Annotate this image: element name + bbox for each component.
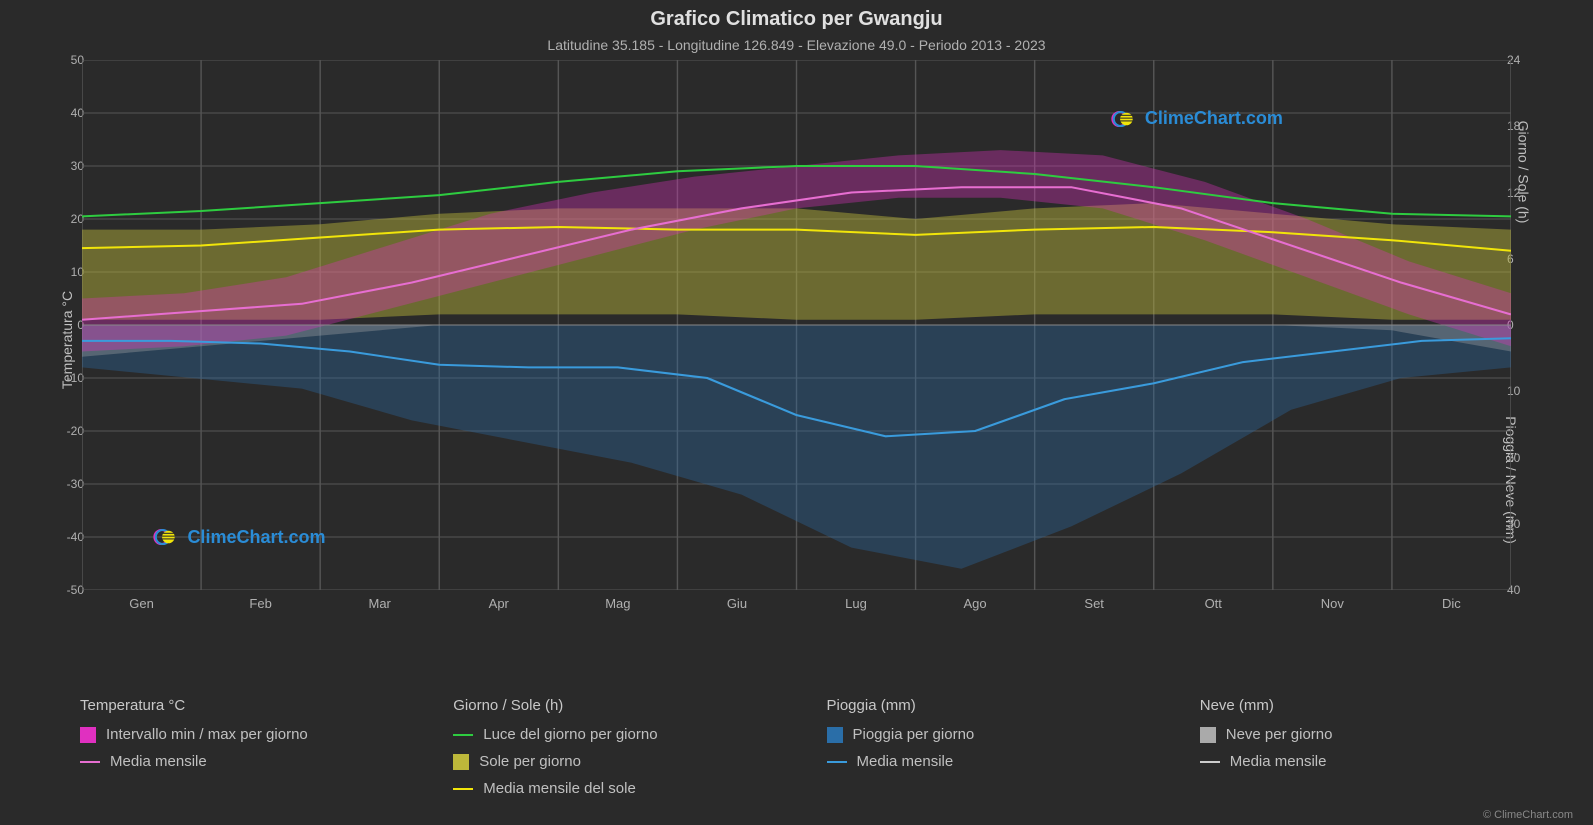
legend-label: Intervallo min / max per giorno [106,726,308,743]
month-label: Set [1035,596,1154,620]
legend-item: Media mensile del sole [453,780,786,797]
legend-item: Media mensile [1200,753,1533,770]
month-label: Ott [1154,596,1273,620]
y-right-tick: 0 [1507,318,1535,332]
legend-heading: Neve (mm) [1200,697,1533,714]
plot-svg-container: ClimeChart.com ClimeChart.com [82,60,1511,590]
legend: Temperatura °C Intervallo min / max per … [80,697,1533,807]
legend-item: Luce del giorno per giorno [453,726,786,743]
legend-swatch-line [453,788,473,790]
legend-item: Neve per giorno [1200,726,1533,743]
y-left-tick: -10 [60,371,84,385]
x-axis-months: GenFebMarAprMagGiuLugAgoSetOttNovDic [82,596,1511,620]
legend-swatch-line [1200,761,1220,763]
legend-swatch-line [827,761,847,763]
y-right-tick: 20 [1507,451,1535,465]
legend-swatch-box [80,727,96,743]
legend-heading: Giorno / Sole (h) [453,697,786,714]
legend-swatch-line [453,734,473,736]
month-label: Ago [916,596,1035,620]
month-label: Lug [796,596,915,620]
y-right-tick: 10 [1507,384,1535,398]
y-left-tick: -40 [60,530,84,544]
y-left-tick: 50 [60,53,84,67]
legend-swatch-box [453,754,469,770]
month-label: Gen [82,596,201,620]
legend-item: Pioggia per giorno [827,726,1160,743]
legend-label: Media mensile [110,753,207,770]
month-label: Feb [201,596,320,620]
y-left-tick: 10 [60,265,84,279]
y-right-tick: 30 [1507,517,1535,531]
month-label: Mag [558,596,677,620]
y-right-tick: 12 [1507,186,1535,200]
y-right-tick: 18 [1507,119,1535,133]
legend-swatch-box [827,727,843,743]
credit-text: © ClimeChart.com [1483,809,1573,821]
legend-col-snow: Neve (mm) Neve per giorno Media mensile [1200,697,1533,807]
legend-label: Luce del giorno per giorno [483,726,657,743]
y-right-tick: 40 [1507,583,1535,597]
climechart-watermark: ClimeChart.com [153,526,325,548]
legend-swatch-line [80,761,100,763]
chart-title: Grafico Climatico per Gwangju [0,0,1593,31]
y-right-tick: 24 [1507,53,1535,67]
legend-item: Media mensile [80,753,413,770]
legend-label: Sole per giorno [479,753,581,770]
climechart-watermark: ClimeChart.com [1111,108,1283,130]
month-label: Dic [1392,596,1511,620]
legend-label: Pioggia per giorno [853,726,975,743]
legend-col-temperature: Temperatura °C Intervallo min / max per … [80,697,413,807]
y-right-tick: 6 [1507,252,1535,266]
legend-label: Neve per giorno [1226,726,1333,743]
y-left-tick: -20 [60,424,84,438]
legend-item: Intervallo min / max per giorno [80,726,413,743]
climechart-logo-icon [1111,108,1139,130]
legend-label: Media mensile del sole [483,780,636,797]
y-left-tick: 0 [60,318,84,332]
month-label: Apr [439,596,558,620]
legend-item: Sole per giorno [453,753,786,770]
watermark-text: ClimeChart.com [1145,108,1283,129]
month-label: Giu [677,596,796,620]
y-left-tick: 30 [60,159,84,173]
y-left-tick: 40 [60,106,84,120]
legend-label: Media mensile [857,753,954,770]
watermark-text: ClimeChart.com [187,527,325,548]
climechart-logo-icon [153,526,181,548]
legend-item: Media mensile [827,753,1160,770]
chart-area: Temperatura °C Giorno / Sole (h) Pioggia… [40,60,1553,620]
legend-label: Media mensile [1230,753,1327,770]
y-left-tick: 20 [60,212,84,226]
y-right-axis-label-upper: Giorno / Sole (h) [1516,121,1532,224]
chart-subtitle: Latitudine 35.185 - Longitudine 126.849 … [0,31,1593,53]
month-label: Nov [1273,596,1392,620]
legend-heading: Temperatura °C [80,697,413,714]
legend-col-daylight: Giorno / Sole (h) Luce del giorno per gi… [453,697,786,807]
legend-col-rain: Pioggia (mm) Pioggia per giorno Media men… [827,697,1160,807]
month-label: Mar [320,596,439,620]
legend-heading: Pioggia (mm) [827,697,1160,714]
y-left-tick: -50 [60,583,84,597]
y-left-tick: -30 [60,477,84,491]
legend-swatch-box [1200,727,1216,743]
